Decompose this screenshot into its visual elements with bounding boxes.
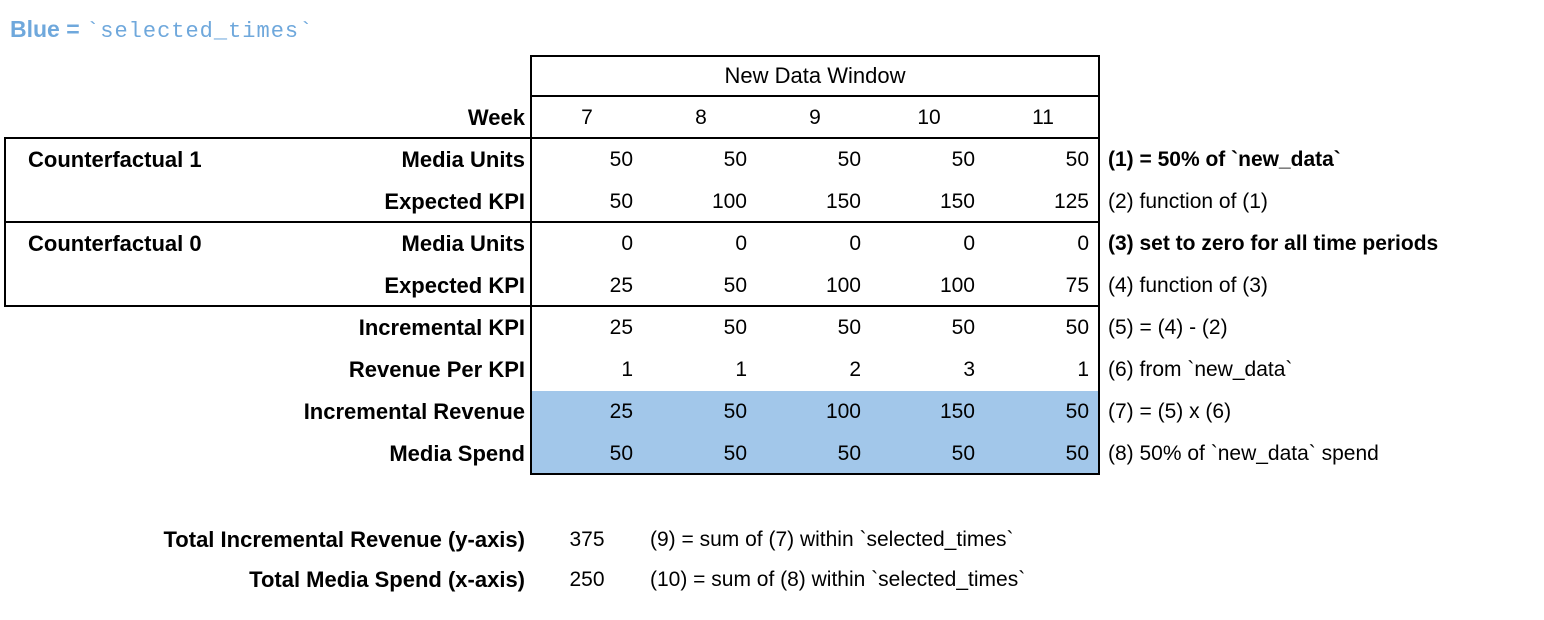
table-row: Counterfactual 1 Media Units 50 50 50 50 50 (1)… [0, 139, 1544, 181]
total-note: (9) = sum of (7) within `selected_times` [650, 528, 1014, 551]
row-label: Revenue Per KPI [348, 357, 525, 382]
value-cell: 50 [609, 442, 633, 465]
row-note: (1) = 50% of `new_data` [1108, 148, 1341, 171]
row-label: Expected KPI [384, 273, 525, 298]
total-value: 375 [569, 528, 605, 551]
row-label: Expected KPI [384, 189, 525, 214]
value-cell: 1 [1077, 358, 1089, 381]
value-cell: 50 [609, 190, 633, 213]
value-cell: 50 [1065, 442, 1089, 465]
value-cell: 50 [723, 316, 747, 339]
value-cell: 100 [825, 400, 861, 423]
value-cell: 1 [621, 358, 633, 381]
row-label: Incremental KPI [358, 315, 525, 340]
value-cell: 0 [621, 232, 633, 255]
table-row: Media Spend 50 50 50 50 50 (8) 50% of `new_dat… [0, 433, 1544, 475]
row-note: (2) function of (1) [1108, 190, 1268, 213]
value-cell: 50 [1065, 148, 1089, 171]
row-label: Media Spend [389, 441, 525, 466]
row-label: Media Units [401, 147, 525, 172]
value-cell: 50 [837, 442, 861, 465]
total-row: Total Incremental Revenue (y-axis) 375 (9)… [0, 520, 1544, 560]
value-cell: 0 [963, 232, 975, 255]
row-label: Media Units [401, 231, 525, 256]
week-label: Week [467, 105, 525, 130]
week-cell: 11 [1032, 106, 1054, 129]
value-cell: 100 [825, 274, 861, 297]
new-data-window-header: New Data Window [724, 63, 906, 88]
value-cell: 50 [837, 148, 861, 171]
week-cell: 8 [695, 106, 707, 129]
header-divider-line [530, 95, 1100, 97]
row-note: (4) function of (3) [1108, 274, 1268, 297]
value-cell: 3 [963, 358, 975, 381]
value-cell: 75 [1065, 274, 1089, 297]
week-cell: 7 [581, 106, 593, 129]
table-row: Incremental KPI 25 50 50 50 50 (5) = (4) - (2) [0, 307, 1544, 349]
value-cell: 125 [1053, 190, 1089, 213]
row-note: (7) = (5) x (6) [1108, 400, 1232, 423]
week-cell: 10 [917, 106, 941, 129]
selected-times-highlight [532, 391, 1098, 473]
table-row: Expected KPI 50 100 150 150 125 (2) function o… [0, 181, 1544, 223]
value-cell: 50 [723, 148, 747, 171]
row-note: (8) 50% of `new_data` spend [1108, 442, 1379, 465]
value-cell: 150 [825, 190, 861, 213]
value-cell: 1 [735, 358, 747, 381]
legend-note: Blue = `selected_times` [10, 16, 313, 44]
counterfactual-divider-border [4, 221, 1100, 223]
value-cell: 50 [1065, 400, 1089, 423]
row-note: (5) = (4) - (2) [1108, 316, 1228, 339]
total-value: 250 [569, 568, 605, 591]
row-label: Incremental Revenue [303, 399, 525, 424]
total-note: (10) = sum of (8) within `selected_times… [650, 568, 1026, 591]
row-note: (3) set to zero for all time periods [1108, 232, 1439, 255]
table-row: Incremental Revenue 25 50 100 150 50 (7) = (5)… [0, 391, 1544, 433]
value-cell: 50 [951, 316, 975, 339]
table-row: Counterfactual 0 Media Units 0 0 0 0 0 (3) set … [0, 223, 1544, 265]
value-cell: 0 [849, 232, 861, 255]
row-note: (6) from `new_data` [1108, 358, 1293, 381]
legend-variable-code: `selected_times` [86, 19, 314, 44]
week-cell: 9 [809, 106, 821, 129]
value-cell: 50 [723, 274, 747, 297]
value-cell: 50 [1065, 316, 1089, 339]
table-row: Revenue Per KPI 1 1 2 3 1 (6) from `new_data` [0, 349, 1544, 391]
value-cell: 50 [951, 148, 975, 171]
value-cell: 150 [939, 190, 975, 213]
value-cell: 50 [723, 400, 747, 423]
value-cell: 25 [609, 316, 633, 339]
total-row: Total Media Spend (x-axis) 250 (10) = sum … [0, 560, 1544, 600]
value-cell: 0 [1077, 232, 1089, 255]
value-cell: 25 [609, 274, 633, 297]
week-header-row: Week 7 8 9 10 11 [0, 97, 1544, 139]
group-label: Counterfactual 0 [28, 231, 202, 256]
counterfactual0-bottom-border [4, 305, 1100, 307]
value-cell: 50 [951, 442, 975, 465]
value-cell: 50 [723, 442, 747, 465]
value-cell: 150 [939, 400, 975, 423]
legend-color-label: Blue = [10, 16, 87, 42]
data-table-border [530, 55, 1100, 475]
value-cell: 50 [609, 148, 633, 171]
value-cell: 50 [837, 316, 861, 339]
table-row: Expected KPI 25 50 100 100 75 (4) function of … [0, 265, 1544, 307]
counterfactual1-top-border [4, 137, 1100, 139]
total-label: Total Incremental Revenue (y-axis) [163, 527, 526, 552]
counterfactual-left-border [4, 137, 6, 307]
value-cell: 0 [735, 232, 747, 255]
value-cell: 2 [849, 358, 861, 381]
value-cell: 100 [711, 190, 747, 213]
value-cell: 100 [939, 274, 975, 297]
value-cell: 25 [609, 400, 633, 423]
group-label: Counterfactual 1 [28, 147, 202, 172]
total-label: Total Media Spend (x-axis) [249, 567, 525, 592]
